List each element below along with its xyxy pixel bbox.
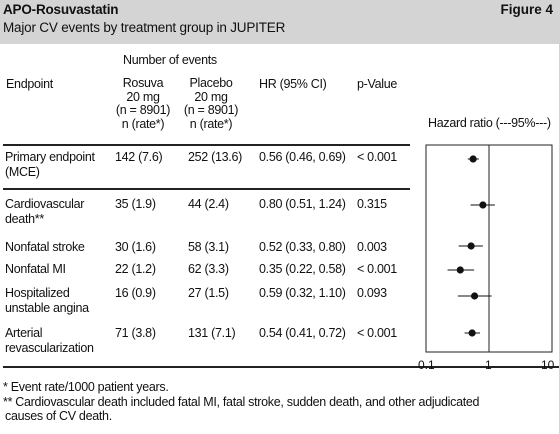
placebo-header-line: (n = 8901)	[183, 103, 239, 117]
figure-subtitle: Major CV events by treatment group in JU…	[3, 20, 286, 35]
p-value-cell: < 0.001	[357, 150, 397, 164]
placebo-header-line: Placebo	[189, 76, 233, 90]
endpoint-cell: Primary endpoint (MCE)	[5, 150, 95, 180]
endpoint-cell: Arterial revascularization	[5, 326, 94, 356]
p-value-cell: < 0.001	[357, 262, 397, 276]
rosuva-header-line: 20 mg	[126, 89, 160, 104]
hr-cell: 0.80 (0.51, 1.24)	[259, 197, 346, 211]
placebo-events-cell: 252 (13.6)	[188, 150, 242, 164]
hazard-ratio-point	[467, 242, 475, 250]
primary-endpoint-rule	[3, 188, 410, 190]
endpoint-header: Endpoint	[6, 77, 53, 91]
endpoint-line: Nonfatal MI	[5, 262, 66, 276]
rosuva-header-line: (n = 8901)	[115, 103, 171, 117]
endpoint-line: Nonfatal stroke	[5, 240, 85, 254]
rosuva-header-line: n (rate*)	[121, 116, 165, 131]
rosuva-events-cell: 71 (3.8)	[115, 326, 156, 340]
placebo-events-cell: 58 (3.1)	[188, 240, 229, 254]
footnote: ** Cardiovascular death included fatal M…	[3, 395, 480, 409]
hr-cell: 0.56 (0.46, 0.69)	[259, 150, 346, 164]
footnote: causes of CV death.	[5, 409, 112, 423]
placebo-events-cell: 44 (2.4)	[188, 197, 229, 211]
hazard-ratio-point	[456, 266, 464, 274]
endpoint-line: unstable angina	[5, 301, 89, 315]
endpoint-line: Cardiovascular	[5, 197, 85, 211]
endpoint-cell: Nonfatal stroke	[5, 240, 85, 255]
placebo-events-cell: 62 (3.3)	[188, 262, 229, 276]
x-tick-label: 0.1	[418, 358, 435, 372]
endpoint-cell: Nonfatal MI	[5, 262, 66, 277]
hr-cell: 0.35 (0.22, 0.58)	[259, 262, 346, 276]
rosuva-events-cell: 16 (0.9)	[115, 286, 156, 300]
table-bottom-rule	[3, 366, 559, 368]
number-of-events-label: Number of events	[123, 53, 217, 67]
p-value-cell: 0.315	[357, 197, 387, 211]
hr-cell: 0.52 (0.33, 0.80)	[259, 240, 346, 254]
endpoint-cell: Cardiovascular death**	[5, 197, 84, 227]
endpoint-cell: Hospitalized unstable angina	[5, 286, 89, 316]
rosuva-events-cell: 30 (1.6)	[115, 240, 156, 254]
placebo-header-line: 20 mg	[194, 89, 228, 104]
endpoint-line: Hospitalized	[5, 286, 70, 300]
hr-cell: 0.59 (0.32, 1.10)	[259, 286, 346, 300]
hazard-ratio-point	[470, 292, 479, 300]
placebo-header: Placebo 20 mg (n = 8901) n (rate*)	[172, 76, 250, 131]
rosuva-events-cell: 22 (1.2)	[115, 262, 156, 276]
endpoint-line: (MCE)	[5, 165, 40, 179]
p-value-cell: 0.003	[357, 240, 387, 254]
header-rule	[3, 144, 410, 146]
rosuva-header: Rosuva 20 mg (n = 8901) n (rate*)	[108, 76, 178, 131]
x-tick-label: 1	[485, 358, 492, 372]
endpoint-line: Arterial	[5, 326, 43, 340]
title-bar	[0, 0, 559, 44]
placebo-events-cell: 27 (1.5)	[188, 286, 229, 300]
p-value-header: p-Value	[357, 77, 398, 91]
p-value-cell: 0.093	[357, 286, 387, 300]
p-value-cell: < 0.001	[357, 326, 397, 340]
x-tick-label: 10	[541, 358, 555, 372]
hazard-ratio-point	[479, 201, 487, 209]
rosuva-header-line: Rosuva	[122, 76, 164, 90]
footnote: * Event rate/1000 patient years.	[3, 380, 169, 394]
figure-title: APO-Rosuvastatin	[3, 2, 119, 17]
hazard-ratio-point	[469, 155, 477, 163]
forest-plot-title: Hazard ratio (---95%---)	[428, 116, 551, 130]
rosuva-events-cell: 35 (1.9)	[115, 197, 156, 211]
figure-label: Figure 4	[500, 2, 553, 17]
endpoint-line: revascularization	[5, 341, 94, 355]
endpoint-line: Primary endpoint	[5, 150, 95, 164]
hazard-ratio-point	[468, 329, 476, 337]
endpoint-line: death**	[5, 212, 44, 226]
forest-plot-marks	[447, 145, 495, 352]
hr-header: HR (95% CI)	[259, 77, 327, 91]
placebo-header-line: n (rate*)	[189, 116, 233, 131]
placebo-events-cell: 131 (7.1)	[188, 326, 236, 340]
hr-cell: 0.54 (0.41, 0.72)	[259, 326, 346, 340]
rosuva-events-cell: 142 (7.6)	[115, 150, 163, 164]
